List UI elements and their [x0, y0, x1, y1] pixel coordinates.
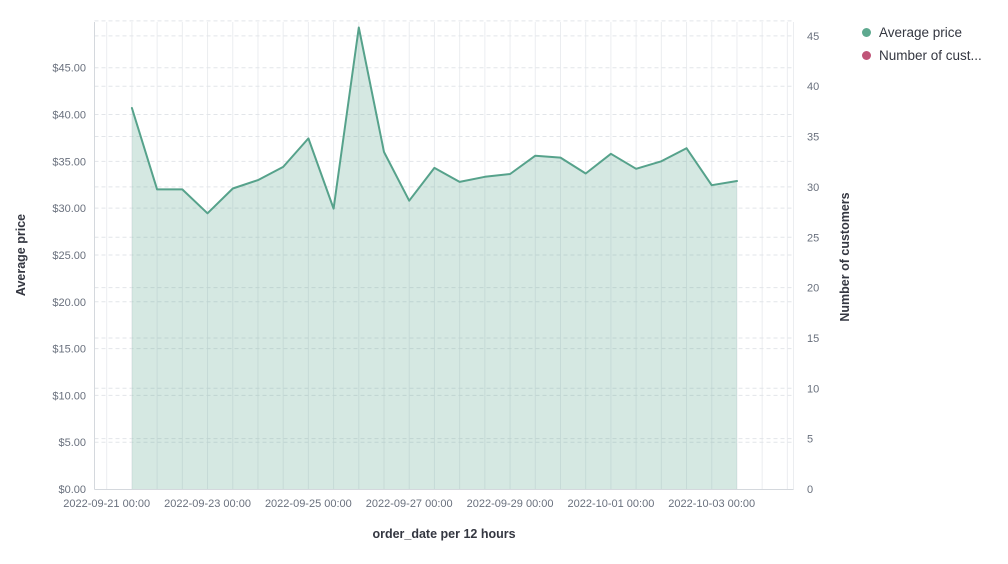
y-left-tick-label: $0.00 — [58, 484, 86, 496]
legend-label: Number of cust... — [879, 48, 982, 63]
y-right-tick-label: 20 — [807, 283, 819, 295]
x-tick-label: 2022-10-03 00:00 — [668, 498, 755, 510]
y-left-tick-label: $15.00 — [52, 344, 86, 356]
y-right-tick-label: 15 — [807, 333, 819, 345]
series-area-fill — [131, 27, 737, 489]
x-axis-title: order_date per 12 hours — [372, 527, 515, 541]
x-tick-label: 2022-09-29 00:00 — [467, 498, 554, 510]
x-tick-label: 2022-09-27 00:00 — [366, 498, 453, 510]
y-left-tick-label: $40.00 — [52, 110, 86, 122]
y-left-tick-label: $20.00 — [52, 297, 86, 309]
legend-item-average-price[interactable]: Average price — [862, 24, 982, 41]
series-color-dot-icon — [862, 51, 871, 60]
legend-item-number-of-customers[interactable]: Number of cust... — [862, 47, 982, 64]
series-color-dot-icon — [862, 28, 871, 37]
y-left-tick-label: $10.00 — [52, 390, 86, 402]
y-left-tick-label: $45.00 — [52, 63, 86, 75]
y-left-tick-label: $5.00 — [58, 437, 86, 449]
y-right-tick-label: 25 — [807, 232, 819, 244]
chart-legend: Average price Number of cust... — [862, 24, 982, 64]
x-tick-label: 2022-09-23 00:00 — [164, 498, 251, 510]
y-right-tick-label: 30 — [807, 182, 819, 194]
y-left-tick-label: $30.00 — [52, 203, 86, 215]
y-right-tick-label: 0 — [807, 484, 813, 496]
y-right-tick-label: 40 — [807, 81, 819, 93]
x-tick-label: 2022-09-21 00:00 — [63, 498, 150, 510]
x-tick-label: 2022-10-01 00:00 — [567, 498, 654, 510]
y-right-tick-label: 35 — [807, 132, 819, 144]
y-left-axis-title: Average price — [14, 214, 28, 296]
series-line — [130, 26, 738, 215]
y-right-tick-label: 45 — [807, 31, 819, 43]
legend-label: Average price — [879, 25, 963, 40]
y-right-axis-title: Number of customers — [838, 192, 852, 321]
y-right-tick-label: 10 — [807, 383, 819, 395]
y-right-tick-label: 5 — [807, 434, 813, 446]
y-left-tick-label: $35.00 — [52, 156, 86, 168]
x-tick-label: 2022-09-25 00:00 — [265, 498, 352, 510]
y-left-tick-label: $25.00 — [52, 250, 86, 262]
